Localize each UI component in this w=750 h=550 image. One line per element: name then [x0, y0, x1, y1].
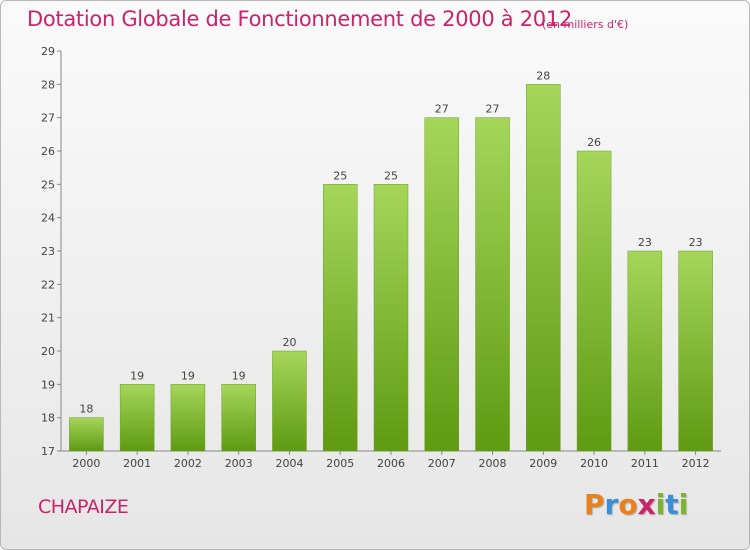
bar-2004[interactable]: [272, 350, 307, 452]
chart-title: Dotation Globale de Fonctionnement de 20…: [27, 7, 572, 31]
x-tick-label: 2010: [580, 457, 608, 470]
y-tick-label: 18: [41, 412, 55, 425]
bar-2003[interactable]: [221, 384, 256, 452]
bar-2008[interactable]: [475, 117, 510, 452]
x-tick-label: 2009: [529, 457, 557, 470]
x-tick-label: 2008: [479, 457, 507, 470]
y-tick: 20: [41, 345, 61, 358]
chart-axes: 17 18 19 20 21 22 23 24 25 26 27 28 29: [41, 45, 721, 458]
logo-letter: i: [678, 488, 689, 521]
bar-2006[interactable]: [373, 184, 409, 452]
x-tick-label: 2012: [682, 457, 710, 470]
x-tick-label: 2004: [275, 457, 303, 470]
logo-letter: t: [665, 488, 679, 521]
y-tick: 26: [41, 145, 61, 158]
y-tick: 22: [41, 278, 61, 291]
y-tick-label: 26: [41, 145, 55, 158]
y-tick-label: 17: [41, 445, 55, 458]
bar-2005[interactable]: [322, 184, 358, 452]
x-tick-label: 2002: [174, 457, 202, 470]
x-tick-label: 2001: [123, 457, 151, 470]
bar-2012[interactable]: [678, 250, 713, 452]
logo-letter: P: [584, 488, 605, 521]
chart-unit-note: (en milliers d'€): [542, 18, 629, 31]
bar-value-label: 20: [282, 336, 296, 349]
y-tick-label: 21: [41, 312, 55, 325]
y-tick-label: 28: [41, 78, 55, 91]
y-tick: 21: [41, 312, 61, 325]
y-tick-label: 25: [41, 178, 55, 191]
chart-bars: [69, 84, 713, 452]
bar-2001[interactable]: [119, 384, 155, 452]
bar-value-label: 27: [486, 103, 500, 116]
y-tick-label: 23: [41, 245, 55, 258]
bar-value-label: 27: [435, 103, 449, 116]
y-tick-label: 29: [41, 45, 55, 58]
bar-value-label: 18: [79, 403, 93, 416]
y-tick: 23: [41, 245, 61, 258]
y-tick: 27: [41, 112, 61, 125]
bar-2011[interactable]: [627, 250, 663, 452]
bar-value-label: 25: [384, 169, 398, 182]
logo-letter: i: [655, 488, 666, 521]
proxiti-logo[interactable]: Proxiti: [584, 488, 688, 521]
bar-2002[interactable]: [170, 384, 206, 452]
bar-2007[interactable]: [424, 117, 460, 452]
x-tick-label: 2000: [72, 457, 100, 470]
y-tick-label: 22: [41, 278, 55, 291]
y-tick: 18: [41, 412, 61, 425]
y-tick-label: 19: [41, 378, 55, 391]
x-tick-label: 2005: [326, 457, 354, 470]
y-tick: 29: [41, 45, 61, 58]
x-tick-label: 2011: [631, 457, 659, 470]
bar-2000[interactable]: [69, 417, 104, 452]
y-tick-label: 20: [41, 345, 55, 358]
x-tick-label: 2006: [377, 457, 405, 470]
bar-value-label: 19: [232, 369, 246, 382]
bar-2009[interactable]: [526, 84, 561, 452]
x-tick-label: 2007: [428, 457, 456, 470]
x-tick-label: 2003: [225, 457, 253, 470]
bar-2010[interactable]: [576, 150, 612, 452]
y-tick: 28: [41, 78, 61, 91]
bar-value-label: 19: [130, 369, 144, 382]
bar-value-label: 23: [689, 236, 703, 249]
logo-letter: r: [604, 488, 619, 521]
logo-letter: o: [618, 488, 638, 521]
y-tick: 24: [41, 212, 61, 225]
bar-value-label: 19: [181, 369, 195, 382]
bar-value-label: 28: [536, 69, 550, 82]
y-tick-label: 27: [41, 112, 55, 125]
bar-value-label: 23: [638, 236, 652, 249]
commune-name: CHAPAIZE: [38, 496, 129, 518]
y-tick-label: 24: [41, 212, 55, 225]
y-tick: 19: [41, 378, 61, 391]
logo-letter: x: [637, 488, 656, 521]
y-tick: 17: [41, 445, 61, 458]
bar-value-label: 25: [333, 169, 347, 182]
bar-value-label: 26: [587, 136, 601, 149]
y-tick: 25: [41, 178, 61, 191]
chart-labels: 2000 18 2001 19 2002 19 2003 19 2004 20 2005 25 2006…: [72, 69, 709, 470]
